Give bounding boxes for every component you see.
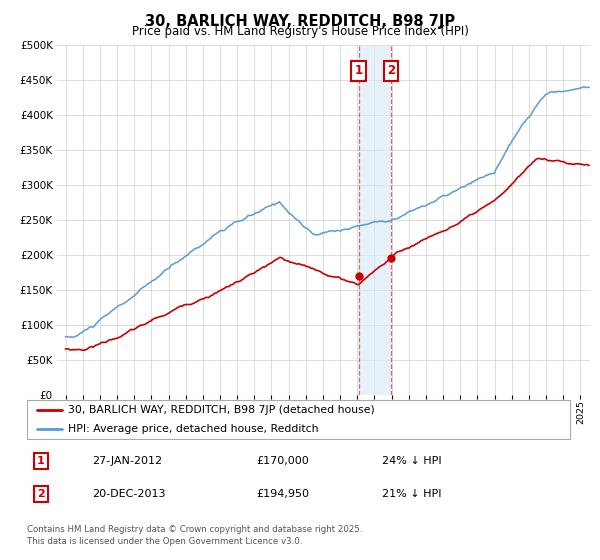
Text: Contains HM Land Registry data © Crown copyright and database right 2025.
This d: Contains HM Land Registry data © Crown c…: [27, 525, 362, 545]
Text: Price paid vs. HM Land Registry's House Price Index (HPI): Price paid vs. HM Land Registry's House …: [131, 25, 469, 38]
FancyBboxPatch shape: [27, 399, 570, 439]
Text: £170,000: £170,000: [256, 456, 309, 466]
Text: 27-JAN-2012: 27-JAN-2012: [92, 456, 163, 466]
Text: 1: 1: [355, 64, 363, 77]
Text: 20-DEC-2013: 20-DEC-2013: [92, 489, 166, 499]
Bar: [359, 45, 391, 395]
Text: 30, BARLICH WAY, REDDITCH, B98 7JP (detached house): 30, BARLICH WAY, REDDITCH, B98 7JP (deta…: [68, 405, 374, 415]
Text: 2: 2: [37, 489, 44, 499]
Text: 24% ↓ HPI: 24% ↓ HPI: [382, 456, 442, 466]
Text: 21% ↓ HPI: 21% ↓ HPI: [382, 489, 442, 499]
Text: 30, BARLICH WAY, REDDITCH, B98 7JP: 30, BARLICH WAY, REDDITCH, B98 7JP: [145, 14, 455, 29]
Text: 2: 2: [387, 64, 395, 77]
Text: 1: 1: [37, 456, 44, 466]
Text: £194,950: £194,950: [256, 489, 310, 499]
Text: HPI: Average price, detached house, Redditch: HPI: Average price, detached house, Redd…: [68, 424, 319, 435]
